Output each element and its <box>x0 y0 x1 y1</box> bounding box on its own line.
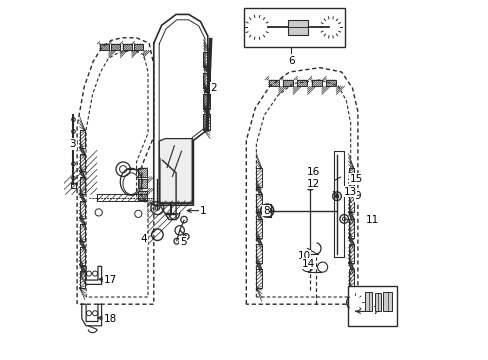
Bar <box>283 80 292 86</box>
Bar <box>348 194 353 212</box>
Text: 1: 1 <box>200 206 206 216</box>
Bar <box>348 168 353 187</box>
Bar <box>256 269 261 288</box>
Text: 16: 16 <box>306 167 320 177</box>
Bar <box>80 130 85 148</box>
Text: 17: 17 <box>104 275 117 285</box>
Bar <box>80 201 85 218</box>
Text: 12: 12 <box>306 179 320 189</box>
Bar <box>256 219 261 238</box>
Text: 8: 8 <box>262 206 269 216</box>
Bar <box>138 191 147 200</box>
Text: 6: 6 <box>287 56 294 66</box>
Bar <box>203 94 209 109</box>
Bar <box>122 44 132 50</box>
Bar <box>80 177 85 194</box>
Bar <box>311 80 321 86</box>
Bar <box>268 80 278 86</box>
Circle shape <box>308 185 311 188</box>
Circle shape <box>246 17 267 38</box>
Text: 11: 11 <box>366 215 379 225</box>
Text: 3: 3 <box>69 139 76 149</box>
Bar <box>256 168 261 187</box>
Bar <box>80 224 85 241</box>
Text: 10: 10 <box>297 251 310 261</box>
Bar <box>138 168 147 177</box>
Bar <box>256 244 261 263</box>
Bar <box>203 52 209 67</box>
Bar <box>80 247 85 265</box>
Text: 18: 18 <box>104 314 117 324</box>
Bar <box>134 44 143 50</box>
Text: 4: 4 <box>140 234 147 244</box>
Polygon shape <box>159 139 192 203</box>
Bar <box>256 194 261 212</box>
Bar <box>70 183 76 188</box>
Bar <box>203 114 209 130</box>
Bar <box>297 80 307 86</box>
Circle shape <box>335 194 338 198</box>
Bar <box>347 286 396 326</box>
Bar <box>348 244 353 263</box>
Bar <box>325 80 336 86</box>
Bar <box>80 154 85 171</box>
Bar <box>203 73 209 88</box>
Bar <box>138 179 147 188</box>
Bar <box>97 194 147 201</box>
Text: 15: 15 <box>349 174 363 184</box>
Circle shape <box>321 18 340 37</box>
Bar <box>100 44 108 50</box>
Text: 13: 13 <box>343 186 356 197</box>
Text: 2: 2 <box>210 83 217 93</box>
Bar <box>244 8 344 47</box>
Bar <box>348 269 353 288</box>
Bar <box>288 20 307 35</box>
Text: 9: 9 <box>354 191 361 201</box>
Bar <box>348 219 353 238</box>
Bar <box>80 271 85 288</box>
Bar <box>111 44 120 50</box>
Text: 5: 5 <box>180 237 186 247</box>
Bar <box>374 293 380 311</box>
Text: 14: 14 <box>301 258 315 269</box>
Bar <box>383 292 391 311</box>
Bar <box>365 292 371 311</box>
Circle shape <box>346 294 362 310</box>
Text: 7: 7 <box>372 306 378 316</box>
